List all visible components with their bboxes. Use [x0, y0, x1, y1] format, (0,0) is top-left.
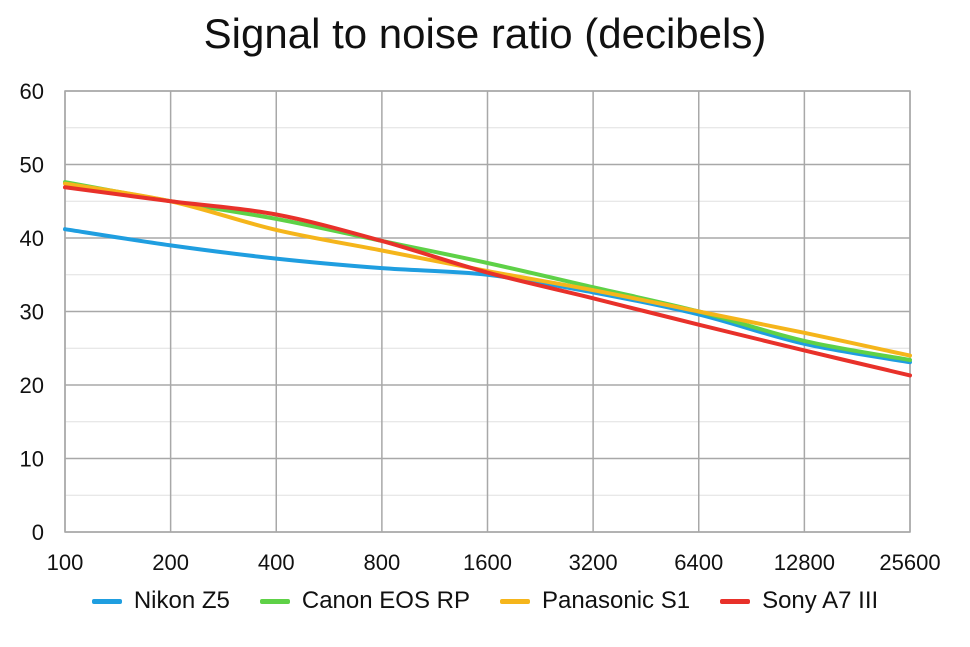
x-tick-label: 800: [364, 550, 401, 575]
legend-label: Nikon Z5: [133, 587, 230, 614]
plot-frame: [64, 90, 911, 533]
legend-item: Sony A7 III: [720, 587, 878, 615]
series-line-nikon-z5: [63, 227, 912, 365]
legend-label: Panasonic S1: [541, 587, 691, 614]
grid: [64, 90, 911, 533]
legend-label: Canon EOS RP: [301, 587, 470, 614]
chart-title: Signal to noise ratio (decibels): [203, 10, 767, 57]
x-tick-label: 25600: [879, 550, 940, 575]
y-tick-label: 60: [20, 79, 44, 104]
x-tick-label: 100: [47, 550, 84, 575]
x-tick-label: 12800: [774, 550, 835, 575]
x-tick-label: 1600: [463, 550, 512, 575]
y-tick-label: 10: [20, 447, 44, 472]
legend-item: Nikon Z5: [91, 587, 230, 615]
x-tick-label: 6400: [674, 550, 723, 575]
legend: Nikon Z5 Canon EOS RP Panasonic S1 Sony A7 …: [0, 587, 970, 615]
legend-swatch: [91, 598, 122, 604]
legend-label: Sony A7 III: [762, 587, 879, 614]
x-tick-label: 200: [152, 550, 189, 575]
x-tick-label: 3200: [569, 550, 618, 575]
axis-ticks: 0 10 20 30 40 50 60 100 200 400 800 1600 3200 6400 128…: [20, 79, 941, 575]
legend-swatch: [499, 598, 530, 604]
series-lines: [63, 180, 912, 378]
legend-swatch: [259, 598, 290, 604]
legend-item: Panasonic S1: [499, 587, 691, 615]
y-tick-label: 20: [20, 373, 44, 398]
legend-item: Canon EOS RP: [259, 587, 470, 615]
y-tick-label: 30: [20, 300, 44, 325]
x-tick-label: 400: [258, 550, 295, 575]
legend-swatch: [720, 598, 751, 604]
series-line-sony-a7-iii: [63, 185, 912, 378]
line-chart: 0 10 20 30 40 50 60 100 200 400 800 1600 3200 6400 128…: [20, 79, 941, 575]
y-tick-label: 50: [20, 153, 44, 178]
y-tick-label: 0: [32, 520, 44, 545]
y-tick-label: 40: [20, 226, 44, 251]
